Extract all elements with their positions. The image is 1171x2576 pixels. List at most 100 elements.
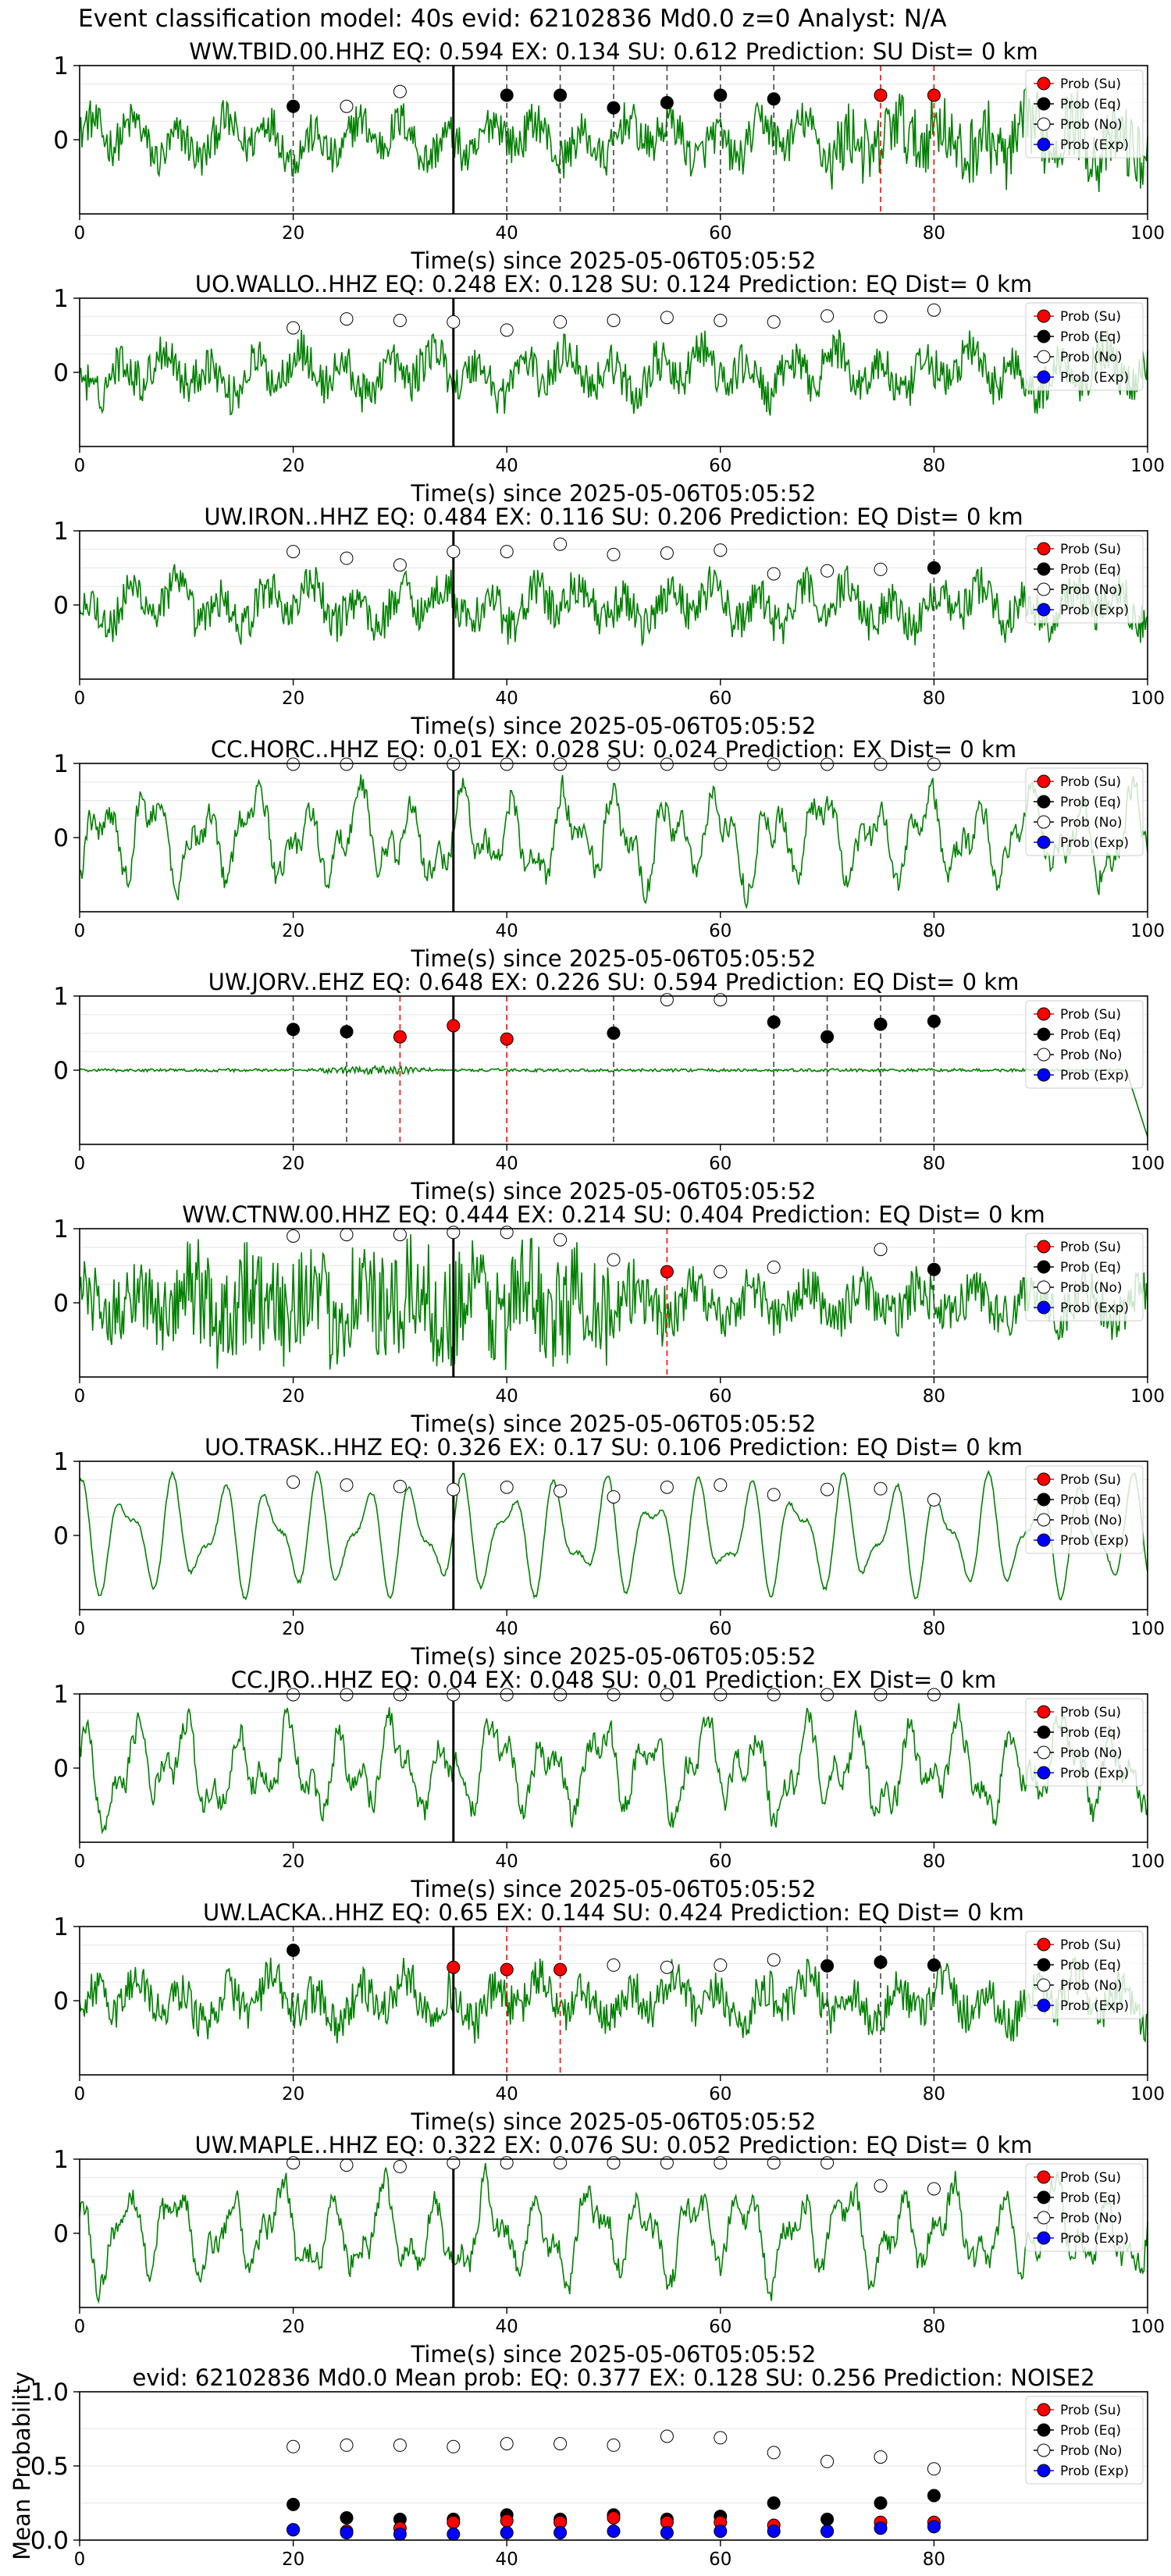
mean-prob-dot-no bbox=[553, 2437, 568, 2450]
prob-dot-no bbox=[820, 2156, 835, 2170]
mean-prob-dot-su bbox=[607, 2511, 621, 2524]
mean-prob-dot-no bbox=[660, 2429, 674, 2443]
waveform-trace bbox=[79, 774, 1148, 909]
x-tick-label: 0 bbox=[74, 1852, 86, 1872]
y-tick-label: 1.0 bbox=[30, 2379, 69, 2407]
prob-dot-no bbox=[340, 2158, 354, 2172]
legend-marker bbox=[1037, 2464, 1051, 2478]
panel-5: UW.JORV..EHZ EQ: 0.648 EX: 0.226 SU: 0.5… bbox=[53, 969, 1165, 1204]
prob-dot-no bbox=[340, 757, 354, 771]
legend-label: Prob (Su) bbox=[1060, 309, 1121, 325]
prob-dot-no bbox=[820, 309, 835, 323]
mean-prob-dot-exp bbox=[447, 2527, 461, 2541]
prob-dot-no bbox=[447, 757, 461, 771]
prob-dot-no bbox=[500, 323, 514, 337]
legend-label: Prob (Eq) bbox=[1060, 1027, 1121, 1043]
x-tick-label: 40 bbox=[496, 1852, 518, 1872]
y-tick-label: 1 bbox=[53, 285, 69, 313]
axes-frame bbox=[79, 1693, 1148, 1843]
waveform-trace bbox=[79, 564, 1148, 647]
y-tick-label: 1 bbox=[53, 1448, 69, 1476]
x-tick-label: 20 bbox=[282, 223, 304, 244]
legend-marker bbox=[1037, 1766, 1051, 1780]
x-tick-label: 0 bbox=[74, 688, 86, 709]
legend-marker bbox=[1037, 1978, 1051, 1992]
x-tick-label: 20 bbox=[282, 688, 304, 709]
x-tick-label: 100 bbox=[1130, 456, 1165, 476]
x-axis-label: Time(s) since 2025-05-06T05:05:52 bbox=[411, 2108, 817, 2135]
prob-dot-su bbox=[393, 1030, 407, 1044]
legend-label: Prob (Eq) bbox=[1060, 795, 1121, 810]
prob-dot-no bbox=[714, 1688, 728, 1702]
x-axis-label: Time(s) since 2025-05-06T05:05:52 bbox=[411, 1876, 817, 1902]
mean-prob-dot-su bbox=[500, 2514, 514, 2528]
prob-dot-no bbox=[553, 537, 568, 551]
prob-dot-no bbox=[500, 1688, 514, 1702]
prob-dot-no bbox=[340, 99, 354, 113]
prob-dot-su bbox=[660, 1265, 674, 1279]
prob-dot-no bbox=[660, 546, 674, 560]
legend-label: Prob (Eq) bbox=[1060, 1493, 1121, 1508]
x-tick-label: 100 bbox=[1130, 2317, 1165, 2337]
legend-marker bbox=[1037, 76, 1051, 91]
mean-ylabel: Mean Probability bbox=[9, 2371, 35, 2560]
panel-title: UW.LACKA..HHZ EQ: 0.65 EX: 0.144 SU: 0.4… bbox=[203, 1899, 1024, 1926]
prob-dot-no bbox=[287, 2156, 301, 2170]
x-axis-label: Time(s) since 2025-05-06T05:05:52 bbox=[411, 247, 817, 274]
prob-dot-no bbox=[660, 311, 674, 325]
prob-dot-no bbox=[874, 757, 888, 771]
legend-label: Prob (Exp) bbox=[1060, 1068, 1129, 1083]
prob-dot-no bbox=[340, 551, 354, 565]
y-tick-label: 0 bbox=[53, 1522, 69, 1550]
x-tick-label: 40 bbox=[496, 1386, 518, 1407]
x-tick-label: 20 bbox=[282, 1852, 304, 1872]
prob-dot-no bbox=[767, 567, 781, 581]
x-tick-label: 60 bbox=[709, 2549, 731, 2570]
legend-box bbox=[1025, 302, 1144, 391]
prob-dot-eq bbox=[714, 88, 728, 102]
prob-dot-no bbox=[660, 1688, 674, 1702]
y-tick-label: 0 bbox=[53, 2220, 69, 2248]
prob-dot-no bbox=[340, 1478, 354, 1492]
y-tick-label: 0 bbox=[53, 1987, 69, 2016]
panel-11: evid: 62102836 Md0.0 Mean prob: EQ: 0.37… bbox=[9, 2364, 1148, 2570]
x-tick-label: 80 bbox=[923, 921, 945, 941]
y-tick-label: 0 bbox=[53, 824, 69, 852]
waveform-trace bbox=[79, 2162, 1148, 2304]
legend-box bbox=[1025, 2396, 1144, 2485]
legend-label: Prob (Exp) bbox=[1060, 2464, 1129, 2479]
x-axis-label: Time(s) since 2025-05-06T05:05:52 bbox=[411, 1411, 817, 1437]
prob-dot-no bbox=[287, 321, 301, 335]
prob-dot-no bbox=[607, 547, 621, 561]
waveform-trace bbox=[79, 1703, 1148, 1835]
prob-dot-no bbox=[553, 2156, 568, 2170]
prob-dot-no bbox=[447, 1226, 461, 1240]
prob-dot-eq bbox=[820, 1030, 835, 1044]
prob-dot-eq bbox=[927, 1014, 941, 1028]
prob-dot-no bbox=[287, 757, 301, 771]
mean-prob-dot-no bbox=[714, 2431, 728, 2445]
x-tick-label: 20 bbox=[282, 1154, 304, 1174]
legend-marker bbox=[1037, 1998, 1051, 2012]
legend-marker bbox=[1037, 1260, 1051, 1274]
y-tick-label: 0 bbox=[53, 1057, 69, 1085]
prob-dot-no bbox=[820, 564, 835, 578]
prob-dot-no bbox=[500, 1480, 514, 1494]
prob-dot-no bbox=[553, 315, 568, 329]
legend-box bbox=[1025, 767, 1144, 856]
x-tick-label: 100 bbox=[1130, 1386, 1165, 1407]
legend-marker bbox=[1037, 1513, 1051, 1527]
y-tick-label: 0 bbox=[53, 126, 69, 155]
prob-dot-no bbox=[927, 757, 941, 771]
prob-dot-eq bbox=[874, 1955, 888, 1969]
x-tick-label: 80 bbox=[923, 688, 945, 709]
legend-label: Prob (Eq) bbox=[1060, 1260, 1121, 1276]
legend-label: Prob (Su) bbox=[1060, 1472, 1121, 1488]
x-tick-label: 0 bbox=[74, 456, 86, 476]
prob-dot-no bbox=[607, 757, 621, 771]
waveform-trace bbox=[79, 1234, 1148, 1371]
x-tick-label: 60 bbox=[709, 1619, 731, 1639]
legend-marker bbox=[1037, 1007, 1051, 1021]
panel-10: UW.MAPLE..HHZ EQ: 0.322 EX: 0.076 SU: 0.… bbox=[53, 2132, 1165, 2368]
prob-dot-eq bbox=[820, 1959, 835, 1973]
